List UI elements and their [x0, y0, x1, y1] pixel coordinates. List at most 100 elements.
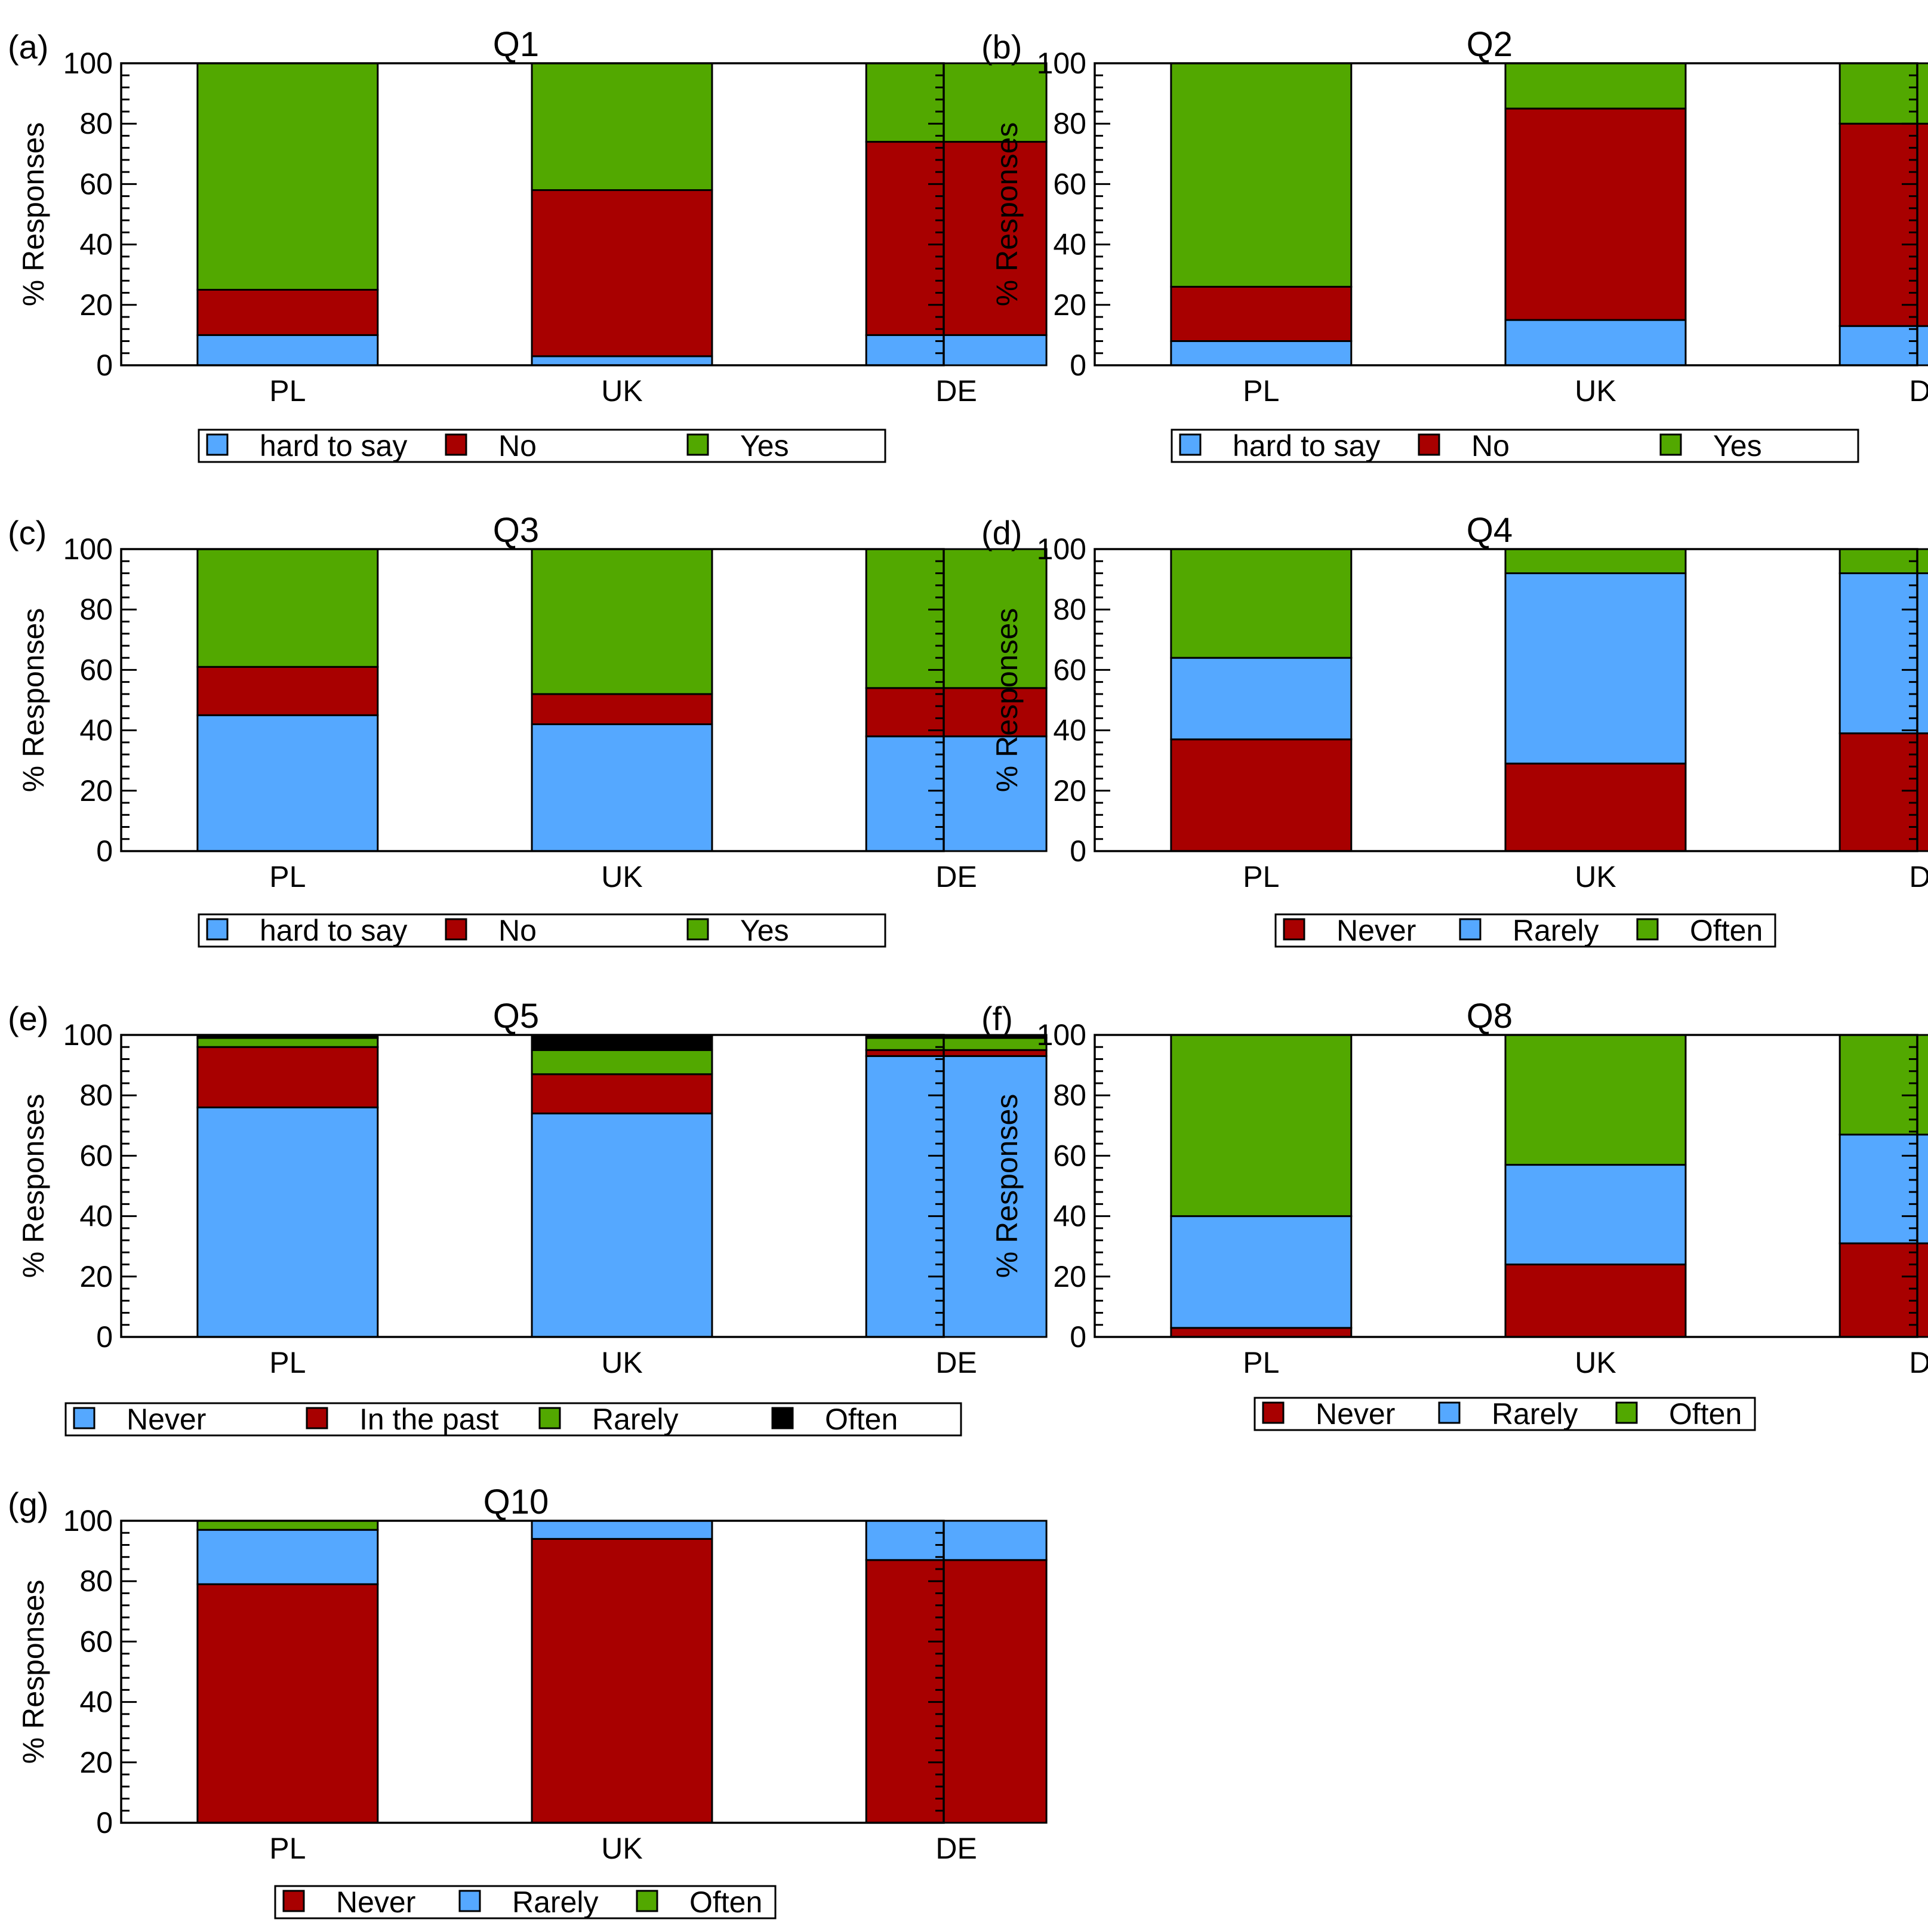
bar-pl-yes — [196, 548, 379, 668]
legend: hard to say No Yes — [1171, 429, 1859, 463]
bar-de-often — [1838, 1034, 1928, 1136]
y-tick-label: 40 — [79, 228, 113, 261]
legend-frame — [198, 429, 886, 463]
bar-pl-hard-to-say — [1170, 340, 1353, 366]
x-tick-label: UK — [601, 1346, 642, 1379]
bar-de-rarely — [865, 1520, 1048, 1561]
panel-label: (e) — [8, 1000, 48, 1037]
x-tick-label: PL — [269, 1832, 306, 1865]
legend-swatch-never — [1283, 918, 1305, 941]
bar-de-no — [1838, 122, 1928, 327]
y-tick-label: 40 — [1053, 1200, 1086, 1233]
x-tick-label: DE — [935, 1346, 977, 1379]
bar-de-hard-to-say — [865, 334, 1048, 366]
y-tick-label: 40 — [79, 1200, 113, 1233]
legend: Never In the past Rarely Often — [64, 1402, 962, 1437]
chart-title: Q10 — [483, 1483, 549, 1521]
bar-uk-no — [531, 189, 713, 358]
bar-de-yes — [1838, 62, 1928, 125]
bar-uk-yes — [1504, 62, 1687, 110]
bar-de-never — [865, 1055, 1048, 1338]
bar-pl-often — [1170, 548, 1353, 659]
bar-de-rarely — [1838, 1133, 1928, 1244]
bar-de-never — [865, 1559, 1048, 1824]
legend-swatch-hard-to-say — [206, 918, 229, 941]
panel-label: (b) — [981, 28, 1022, 66]
bar-pl-yes — [196, 62, 379, 291]
legend-swatch-never — [282, 1890, 305, 1912]
y-tick-label: 0 — [96, 1320, 113, 1354]
bar-uk-often — [531, 1034, 713, 1051]
chart-title: Q3 — [493, 511, 539, 550]
legend-label: Never — [336, 1885, 415, 1919]
legend-label: Rarely — [1492, 1397, 1578, 1431]
x-tick-label: PL — [1243, 374, 1279, 408]
legend-label: hard to say — [260, 914, 407, 947]
chart-title: Q1 — [493, 25, 539, 64]
legend-label: Never — [1336, 914, 1416, 947]
panel-label: (a) — [8, 28, 48, 66]
plot-frame — [120, 548, 945, 852]
bar-uk-hard-to-say — [531, 355, 713, 366]
chart-panel-q8: (f) Q8 % Responses PL UK DE 0 20 40 60 80 100 Never R… — [981, 997, 1928, 1431]
bar-uk-no — [1504, 107, 1687, 321]
chart-title: Q5 — [493, 997, 539, 1036]
legend-label: hard to say — [260, 429, 407, 463]
y-tick-label: 20 — [1053, 1260, 1086, 1293]
y-tick-label: 0 — [96, 834, 113, 868]
legend-swatch-rarely — [538, 1407, 561, 1429]
legend-swatch-no — [1418, 433, 1440, 456]
y-axis-label: % Responses — [17, 1094, 50, 1278]
plot-frame — [120, 1034, 945, 1338]
bar-pl-often — [196, 1520, 379, 1531]
x-tick-label: PL — [269, 860, 306, 893]
x-tick-label: UK — [601, 860, 642, 893]
bar-uk-hard-to-say — [1504, 319, 1687, 366]
legend-frame — [198, 913, 886, 948]
bar-de-never — [1838, 732, 1928, 852]
y-tick-label: 100 — [1037, 47, 1086, 80]
legend: Never Rarely Often — [274, 1885, 777, 1919]
y-tick-label: 20 — [79, 288, 113, 322]
bar-uk-never — [531, 1537, 713, 1824]
y-tick-label: 20 — [1053, 288, 1086, 322]
legend-swatch-never — [1262, 1401, 1285, 1424]
y-tick-label: 100 — [1037, 532, 1086, 566]
y-tick-label: 100 — [63, 1504, 113, 1537]
bar-de-no — [865, 141, 1048, 336]
y-tick-label: 0 — [1070, 349, 1086, 382]
x-tick-label: PL — [269, 1346, 306, 1379]
bar-pl-no — [1170, 285, 1353, 343]
y-tick-label: 60 — [1053, 1139, 1086, 1172]
y-tick-label: 40 — [1053, 714, 1086, 747]
bar-uk-hard-to-say — [531, 723, 713, 852]
bar-de-yes — [865, 548, 1048, 689]
bar-de-in-the-past — [865, 1049, 1048, 1057]
legend-frame — [1274, 913, 1776, 948]
bar-pl-never — [1170, 1327, 1353, 1338]
y-tick-label: 20 — [79, 1260, 113, 1293]
bar-de-never — [1838, 1242, 1928, 1338]
chart-panel-q10: (g) Q10 % Responses PL UK DE 0 20 40 60 80 100 Never… — [8, 1483, 1048, 1919]
panel-label: (g) — [8, 1486, 48, 1523]
legend-swatch-often — [636, 1890, 658, 1912]
y-axis-label: % Responses — [990, 608, 1024, 793]
panel-label: (f) — [981, 1000, 1013, 1037]
x-tick-label: PL — [269, 374, 306, 408]
legend-label: Often — [689, 1885, 762, 1919]
bar-uk-rarely — [531, 1049, 713, 1076]
bar-uk-often — [1504, 1034, 1687, 1166]
y-tick-label: 40 — [79, 1686, 113, 1719]
plot-frame — [1094, 1034, 1918, 1338]
y-tick-label: 60 — [1053, 653, 1086, 686]
bar-uk-yes — [531, 548, 713, 695]
bar-uk-no — [531, 693, 713, 725]
x-tick-label: DE — [1909, 860, 1928, 893]
y-axis-label: % Responses — [17, 122, 50, 307]
bar-de-no — [865, 687, 1048, 738]
legend-label: Rarely — [592, 1403, 678, 1436]
legend: Never Rarely Often — [1274, 913, 1776, 948]
bar-pl-no — [196, 289, 379, 336]
y-tick-label: 100 — [63, 532, 113, 566]
y-tick-label: 60 — [79, 1625, 113, 1658]
